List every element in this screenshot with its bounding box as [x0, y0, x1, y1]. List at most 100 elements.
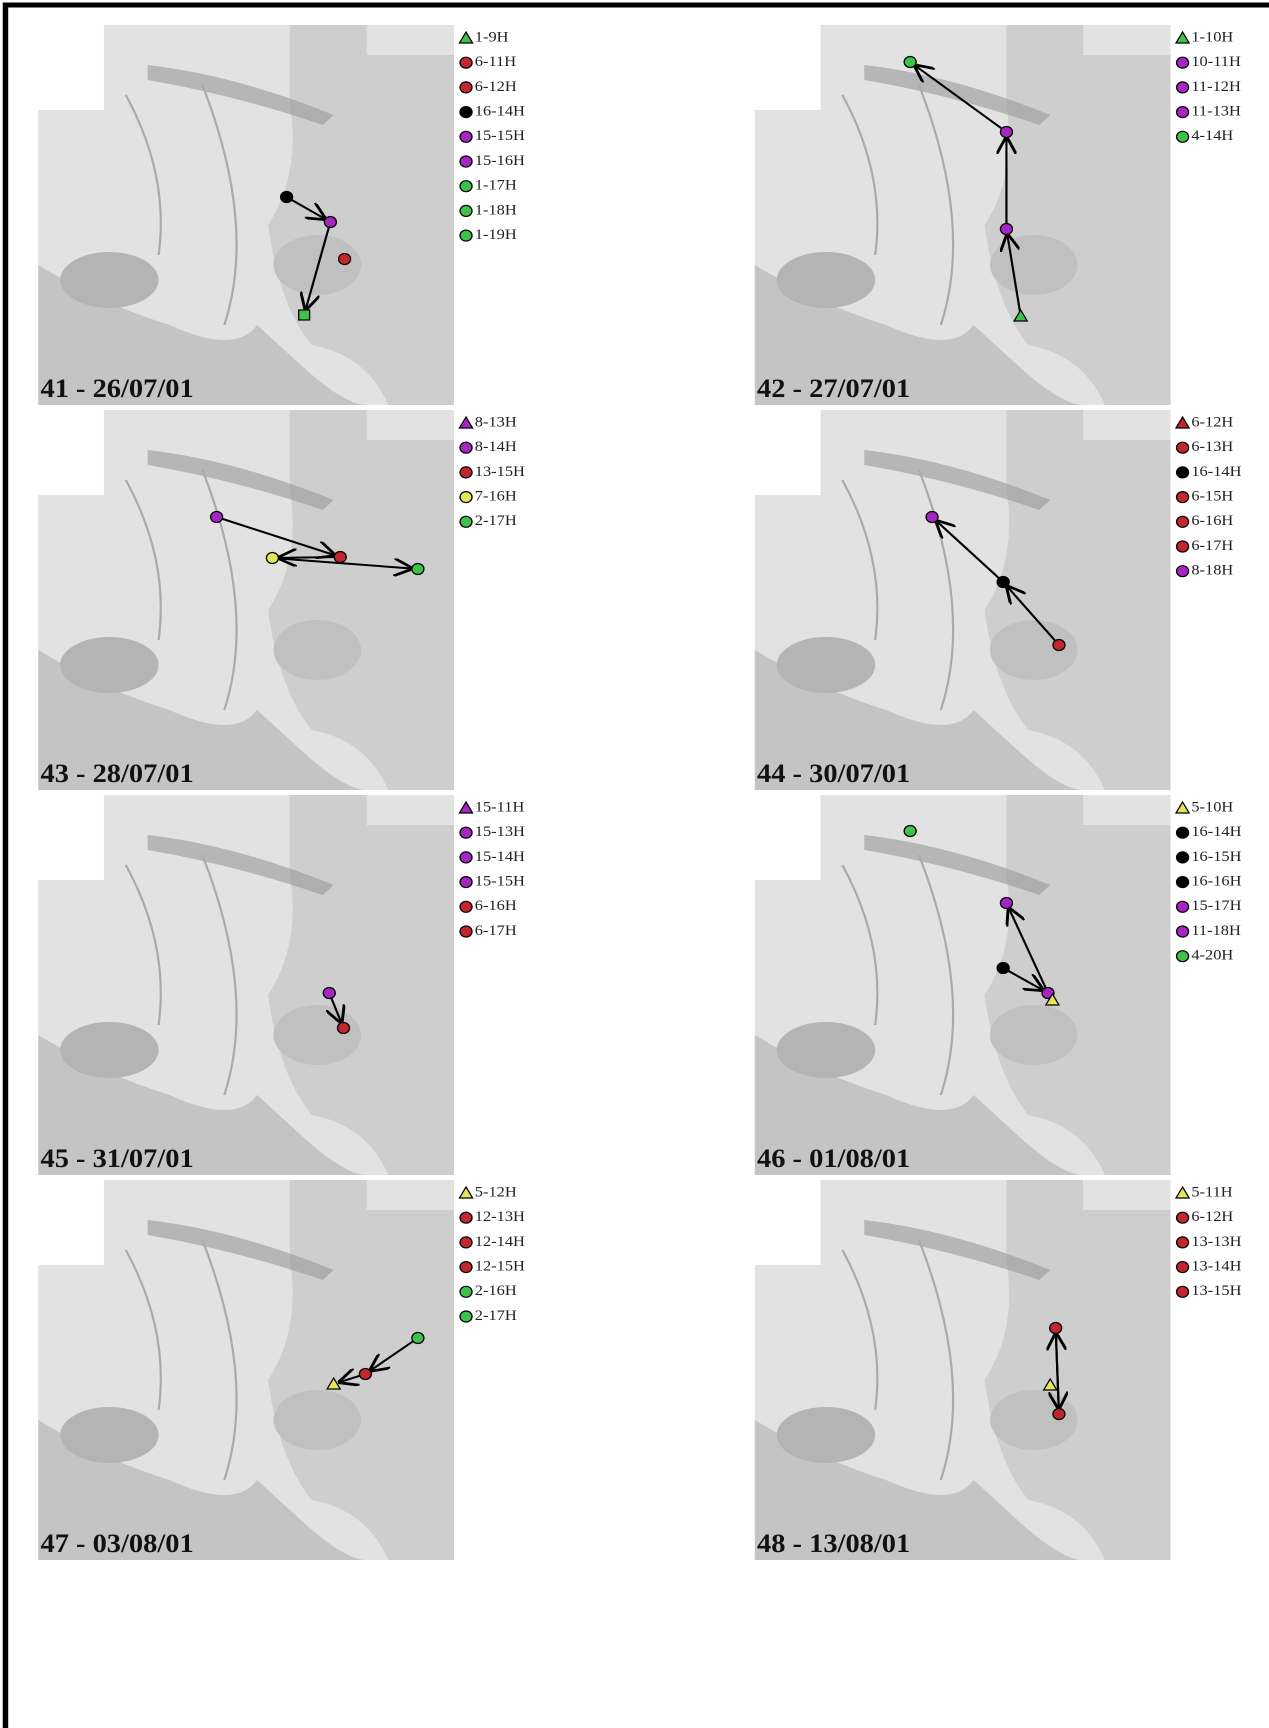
legend-marker: [1177, 926, 1189, 937]
location-marker: [412, 564, 424, 575]
map-lagoon: [990, 1005, 1078, 1065]
map-lake: [60, 1022, 158, 1078]
map-lake: [777, 252, 875, 308]
map-lagoon: [990, 620, 1078, 680]
legend-label: 16-15H: [1191, 848, 1241, 864]
location-marker: [904, 826, 916, 837]
location-marker: [997, 963, 1009, 974]
legend-marker: [460, 467, 472, 478]
map-lake: [60, 637, 158, 693]
legend-marker: [1176, 417, 1189, 428]
legend-marker: [460, 82, 472, 93]
legend-marker: [1176, 802, 1189, 813]
legend-label: 12-15H: [475, 1258, 525, 1274]
location-marker: [1000, 127, 1012, 138]
legend-label: 16-14H: [1191, 824, 1241, 840]
map-lake: [777, 637, 875, 693]
panel-label: 43 - 28/07/01: [40, 759, 193, 788]
map-lagoon: [273, 1005, 361, 1065]
legend-marker: [460, 205, 472, 216]
legend-label: 16-14H: [1191, 463, 1241, 479]
legend-marker: [460, 1237, 472, 1248]
legend-marker: [1176, 32, 1189, 43]
legend-label: 12-14H: [475, 1233, 525, 1249]
legend-marker: [460, 926, 472, 937]
location-marker: [1053, 1409, 1065, 1420]
legend-marker: [459, 32, 472, 43]
legend-marker: [1177, 566, 1189, 577]
figure: 41 - 26/07/011-9H6-11H6-12H16-14H15-15H1…: [0, 0, 1269, 1728]
legend-label: 6-12H: [1191, 414, 1233, 430]
legend-marker: [460, 852, 472, 863]
legend-label: 6-13H: [1191, 439, 1233, 455]
legend-label: 4-14H: [1191, 128, 1233, 144]
legend-marker: [460, 827, 472, 838]
legend-label: 15-15H: [475, 128, 525, 144]
legend-label: 13-15H: [475, 463, 525, 479]
legend-marker: [460, 156, 472, 167]
panel-label: 45 - 31/07/01: [40, 1144, 193, 1173]
legend-marker: [460, 57, 472, 68]
legend-label: 8-13H: [475, 414, 517, 430]
legend-label: 15-11H: [475, 799, 525, 815]
legend-label: 11-13H: [1191, 103, 1241, 119]
legend-marker: [1177, 852, 1189, 863]
legend-marker: [1177, 827, 1189, 838]
panel-label: 44 - 30/07/01: [757, 759, 910, 788]
legend-label: 4-20H: [1191, 947, 1233, 963]
map-lake: [60, 252, 158, 308]
legend-marker: [460, 181, 472, 192]
location-marker: [997, 577, 1009, 588]
page: 41 - 26/07/011-9H6-11H6-12H16-14H15-15H1…: [0, 0, 1269, 1728]
legend-marker: [459, 1187, 472, 1198]
legend-label: 13-14H: [1191, 1258, 1241, 1274]
legend-marker: [1177, 1262, 1189, 1273]
location-marker: [324, 217, 336, 228]
location-marker: [1000, 898, 1012, 909]
legend-label: 13-15H: [1191, 1283, 1241, 1299]
panel: 44 - 30/07/016-12H6-13H16-14H6-15H6-16H6…: [755, 410, 1242, 790]
legend-label: 16-16H: [1191, 873, 1241, 889]
panel: 47 - 03/08/015-12H12-13H12-14H12-15H2-16…: [38, 1180, 525, 1560]
location-marker: [299, 310, 310, 320]
location-marker: [926, 512, 938, 523]
legend-marker: [459, 802, 472, 813]
legend-label: 15-17H: [1191, 898, 1241, 914]
legend-marker: [1177, 516, 1189, 527]
map-lagoon: [273, 1390, 361, 1450]
legend-marker: [1176, 1187, 1189, 1198]
legend-marker: [460, 877, 472, 888]
legend-label: 12-13H: [475, 1209, 525, 1225]
legend-label: 6-11H: [475, 54, 516, 70]
legend-label: 6-16H: [1191, 513, 1233, 529]
legend-marker: [460, 1286, 472, 1297]
legend-label: 5-12H: [475, 1184, 517, 1200]
legend-marker: [1177, 57, 1189, 68]
legend-label: 1-10H: [1191, 29, 1233, 45]
legend-marker: [1177, 131, 1189, 142]
legend-marker: [1177, 107, 1189, 118]
panel: 42 - 27/07/011-10H10-11H11-12H11-13H4-14…: [755, 25, 1241, 405]
legend-marker: [1177, 1212, 1189, 1223]
legend-marker: [1177, 901, 1189, 912]
panel: 48 - 13/08/015-11H6-12H13-13H13-14H13-15…: [755, 1180, 1242, 1560]
legend-label: 1-18H: [475, 202, 517, 218]
panel-label: 48 - 13/08/01: [757, 1529, 910, 1558]
legend-marker: [1177, 541, 1189, 552]
location-marker: [1053, 640, 1065, 651]
location-marker: [1050, 1323, 1062, 1334]
legend-label: 8-18H: [1191, 562, 1233, 578]
legend-label: 11-18H: [1191, 923, 1241, 939]
legend-marker: [460, 230, 472, 241]
legend-marker: [1177, 467, 1189, 478]
legend-label: 13-13H: [1191, 1233, 1241, 1249]
legend-marker: [460, 107, 472, 118]
legend-label: 2-17H: [475, 1308, 517, 1324]
legend-marker: [460, 1212, 472, 1223]
legend-marker: [460, 442, 472, 453]
legend-label: 1-17H: [475, 177, 517, 193]
legend-label: 16-14H: [475, 103, 525, 119]
legend-marker: [460, 1262, 472, 1273]
legend-label: 15-14H: [475, 848, 525, 864]
legend-label: 15-16H: [475, 153, 525, 169]
